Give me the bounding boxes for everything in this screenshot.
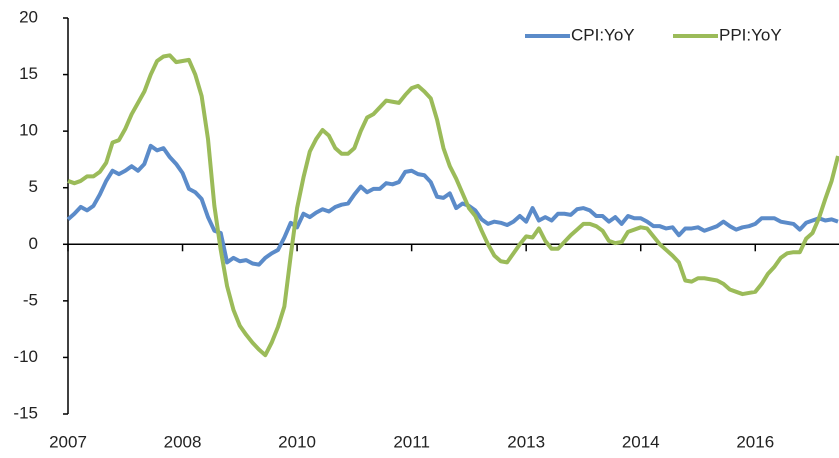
legend-label: CPI:YoY — [571, 25, 635, 44]
y-tick-label: 10 — [19, 121, 38, 140]
legend-label: PPI:YoY — [719, 25, 782, 44]
x-tick-label: 2011 — [393, 432, 430, 451]
x-tick-label: 2007 — [49, 432, 87, 451]
y-tick-label: 5 — [29, 177, 38, 196]
y-tick-label: -10 — [13, 347, 38, 366]
x-tick-label: 2010 — [278, 432, 316, 451]
y-tick-label: 0 — [29, 234, 38, 253]
y-tick-label: -5 — [23, 290, 38, 309]
x-tick-label: 2016 — [736, 432, 774, 451]
y-tick-label: -15 — [13, 403, 38, 422]
x-tick-label: 2008 — [164, 432, 202, 451]
line-series — [66, 143, 839, 267]
x-tick-label: 2014 — [622, 432, 660, 451]
x-tick-label: 2013 — [507, 432, 545, 451]
line-series — [67, 53, 839, 358]
y-tick-label: 20 — [19, 7, 38, 26]
y-tick-label: 15 — [19, 64, 38, 83]
